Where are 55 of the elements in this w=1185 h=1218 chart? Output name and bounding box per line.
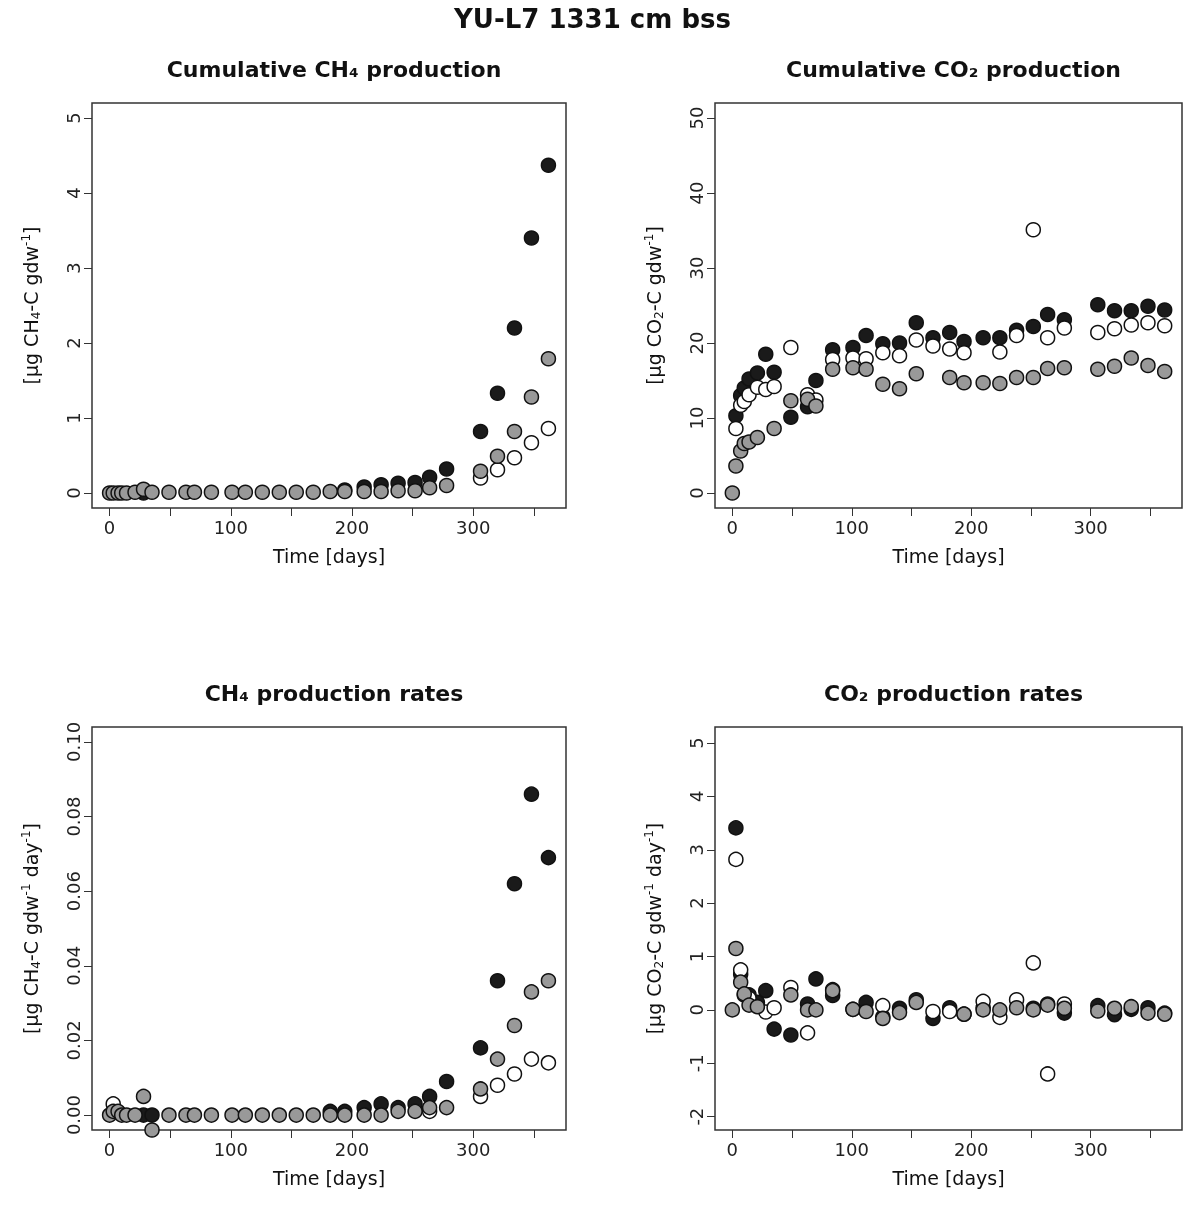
- x-tick-label: 100: [834, 516, 869, 538]
- x-tick-label: 0: [103, 516, 116, 538]
- y-tick-label: 40: [685, 181, 707, 205]
- y-tick-label: 0.10: [62, 721, 84, 762]
- y-tick-label: 0.02: [62, 1020, 84, 1061]
- y-tick-label: 0.06: [62, 871, 84, 912]
- x-tick-label: 200: [334, 516, 370, 538]
- y-tick-label: 0: [685, 487, 707, 499]
- y-tick-label: 0: [62, 487, 84, 499]
- x-tick-label: 300: [1073, 516, 1108, 538]
- y-tick-label: 0: [685, 1004, 707, 1016]
- y-tick-label: 3: [62, 262, 84, 274]
- y-tick-label: 5: [62, 112, 84, 124]
- y-tick-label: 0.04: [62, 945, 84, 986]
- chart-title: CO₂ production rates: [823, 680, 1084, 706]
- y-tick-label: 2: [685, 897, 707, 909]
- x-tick-label: 200: [954, 516, 989, 538]
- x-tick-label: 100: [834, 1138, 869, 1160]
- y-axis-title: [µg CH4-C gdw-1 day-1]: [19, 823, 43, 1034]
- y-tick-label: 0.00: [62, 1095, 84, 1136]
- x-tick-label: 200: [954, 1138, 989, 1160]
- y-tick-label: 3: [685, 844, 707, 856]
- y-tick-label: 0.08: [62, 796, 84, 837]
- y-tick-label: -1: [685, 1054, 707, 1073]
- y-tick-label: 1: [685, 950, 707, 963]
- y-tick-label: 1: [62, 412, 84, 424]
- x-tick-label: 300: [456, 516, 491, 538]
- x-axis-title: Time [days]: [891, 1166, 1005, 1189]
- x-tick-label: 0: [726, 1138, 739, 1160]
- y-tick-label: 5: [685, 737, 707, 749]
- x-tick-label: 100: [213, 516, 248, 538]
- x-axis-title: Time [days]: [271, 1166, 386, 1189]
- chart-title: CH₄ production rates: [204, 680, 464, 706]
- x-tick-label: 300: [1073, 1138, 1108, 1160]
- y-tick-label: 4: [62, 187, 84, 199]
- y-tick-label: 2: [62, 337, 84, 349]
- text: YU-L7 1331 cm bss: [453, 4, 732, 34]
- chart-title: Cumulative CO₂ production: [786, 56, 1121, 82]
- y-tick-label: 10: [685, 406, 707, 430]
- y-axis-title: [µg CH4-C gdw-1]: [19, 226, 43, 385]
- y-tick-label: 30: [685, 256, 707, 280]
- x-tick-label: 0: [103, 1138, 116, 1160]
- y-tick-label: -2: [685, 1107, 707, 1126]
- x-axis-title: Time [days]: [891, 544, 1005, 567]
- y-axis-title: [µg CO2-C gdw-1]: [642, 226, 666, 385]
- y-tick-label: 4: [685, 790, 707, 803]
- y-tick-label: 20: [685, 331, 707, 355]
- x-tick-label: 0: [726, 516, 739, 538]
- chart-title: Cumulative CH₄ production: [166, 56, 502, 82]
- x-tick-label: 200: [334, 1138, 370, 1160]
- x-tick-label: 300: [456, 1138, 491, 1160]
- x-tick-label: 100: [213, 1138, 248, 1160]
- y-tick-label: 50: [685, 106, 707, 130]
- x-axis-title: Time [days]: [271, 544, 386, 567]
- y-axis-title: [µg CO2-C gdw-1 day-1]: [642, 822, 666, 1035]
